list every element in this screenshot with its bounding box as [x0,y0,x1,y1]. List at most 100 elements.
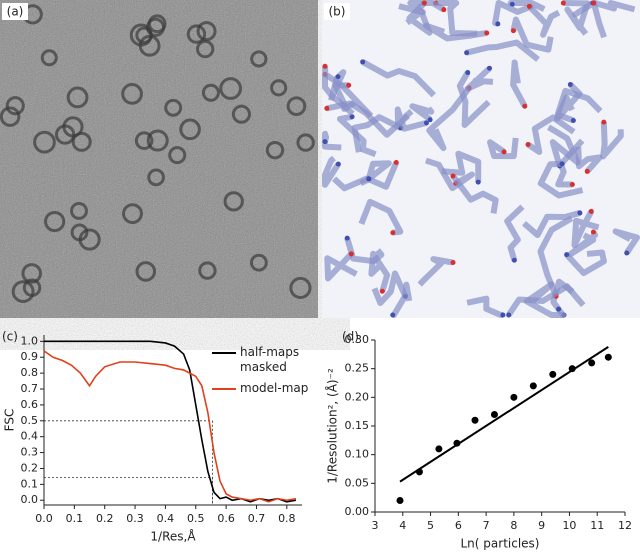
particle [0,106,21,127]
x-tick-label: 8 [510,519,517,532]
particle [270,79,288,97]
density-strand [332,82,357,112]
particle [66,86,89,109]
density-strand [510,59,528,108]
panel-label: (d) [342,330,359,344]
y-tick-label: 0.9 [21,350,39,363]
density-strand [426,86,472,152]
point [568,365,576,373]
x-tick-label: 0.6 [217,512,235,525]
legend-label: half-maps masked [240,345,300,374]
particle [289,276,312,299]
density-strand [441,150,482,183]
density-strand [564,249,607,276]
particles [0,4,315,304]
density-strand [359,160,392,187]
particle [223,191,244,212]
atom [465,70,471,76]
density-strand [336,113,377,158]
particle [296,133,315,152]
y-tick-label: 0.10 [345,448,370,461]
density-strand [361,59,436,98]
series-line [43,350,297,503]
density-strand [537,215,574,298]
point [588,359,596,367]
point [490,411,498,419]
density-strands [322,0,640,318]
atom [322,63,328,69]
y-tick-label: 0.30 [345,333,370,346]
particle [219,77,243,100]
y-tick-label: 0.4 [21,430,39,443]
atom [484,30,490,36]
atom [590,229,596,235]
density-strand [571,210,600,249]
atom [624,250,630,256]
density-strand [521,210,581,239]
atom [475,179,481,185]
panel-label: (b) [329,5,346,19]
atom [427,117,433,123]
x-tick-label: 3 [372,519,379,532]
panel-label: (c) [2,330,18,344]
particle [21,263,42,284]
x-tick-label: 0.7 [248,512,266,525]
atom [501,149,507,155]
particle [5,96,25,116]
particle [286,96,307,116]
density-strand [600,122,624,160]
density-strand [510,16,554,53]
particle [78,228,101,251]
particle [70,201,88,220]
particle [195,39,215,59]
density-strand [371,270,409,306]
particle [121,83,143,105]
x-tick-label: 7 [483,519,490,532]
atom [322,139,328,145]
atom [335,74,341,80]
atom [567,82,573,88]
atom [525,142,531,148]
particle [265,140,285,160]
particle [138,34,161,57]
atom [393,160,399,166]
atom [588,208,594,214]
series-line [44,340,297,503]
density-strand [424,157,476,192]
density-strand [563,0,591,36]
x-tick-label: 12 [618,519,632,532]
atom [506,312,512,318]
particle [135,261,157,282]
density-strand [612,228,640,255]
particle [33,130,56,154]
particle [179,118,201,141]
particle [22,278,42,297]
atom [560,0,566,6]
y-tick-label: 0.0 [21,493,39,506]
x-tick-label: 0.3 [126,512,144,525]
atom [344,235,350,241]
fit-line [399,346,609,483]
atom [522,103,528,109]
atom [450,173,456,179]
density-strand [527,4,561,38]
particle [164,98,183,117]
density-strand [526,114,576,155]
atom [500,312,506,318]
atom [601,119,607,125]
atom [495,21,501,27]
particle [11,280,35,304]
density-strand [358,198,404,236]
atom [577,210,583,216]
particle [249,253,268,272]
y-tick-label: 0.7 [21,382,39,395]
particle [44,210,66,233]
density-strand [322,130,342,151]
density-strand [550,278,575,318]
particle [62,116,84,138]
atom [464,50,470,56]
density-strand [322,155,341,188]
atom [335,161,341,167]
density-strand [537,160,584,199]
density-strand [324,251,358,282]
